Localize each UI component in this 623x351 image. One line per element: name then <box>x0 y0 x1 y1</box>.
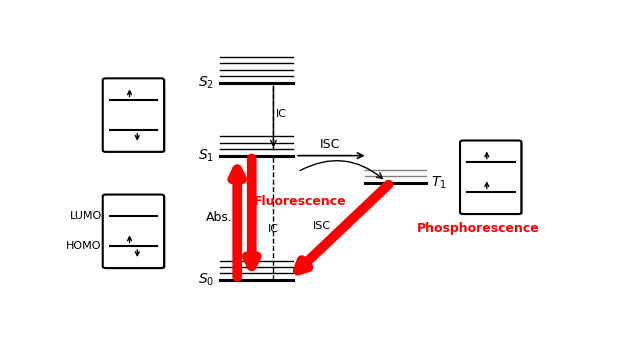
FancyBboxPatch shape <box>104 196 166 269</box>
Text: ISC: ISC <box>313 221 331 231</box>
FancyBboxPatch shape <box>103 78 164 152</box>
Text: $S_1$: $S_1$ <box>199 147 214 164</box>
FancyBboxPatch shape <box>103 194 164 268</box>
Text: IC: IC <box>276 109 287 119</box>
Text: $S_2$: $S_2$ <box>199 74 214 91</box>
Text: $S_0$: $S_0$ <box>198 272 214 288</box>
Text: Fluorescence: Fluorescence <box>254 195 347 208</box>
Text: Phosphorescence: Phosphorescence <box>417 222 540 235</box>
Text: $T_1$: $T_1$ <box>431 174 447 191</box>
Text: Abs.: Abs. <box>206 211 232 224</box>
Text: IC: IC <box>268 224 279 234</box>
FancyBboxPatch shape <box>104 79 166 153</box>
FancyBboxPatch shape <box>462 141 523 215</box>
Text: ISC: ISC <box>320 138 340 151</box>
Text: HOMO: HOMO <box>66 241 102 251</box>
Text: LUMO: LUMO <box>70 211 102 221</box>
FancyBboxPatch shape <box>460 140 521 214</box>
